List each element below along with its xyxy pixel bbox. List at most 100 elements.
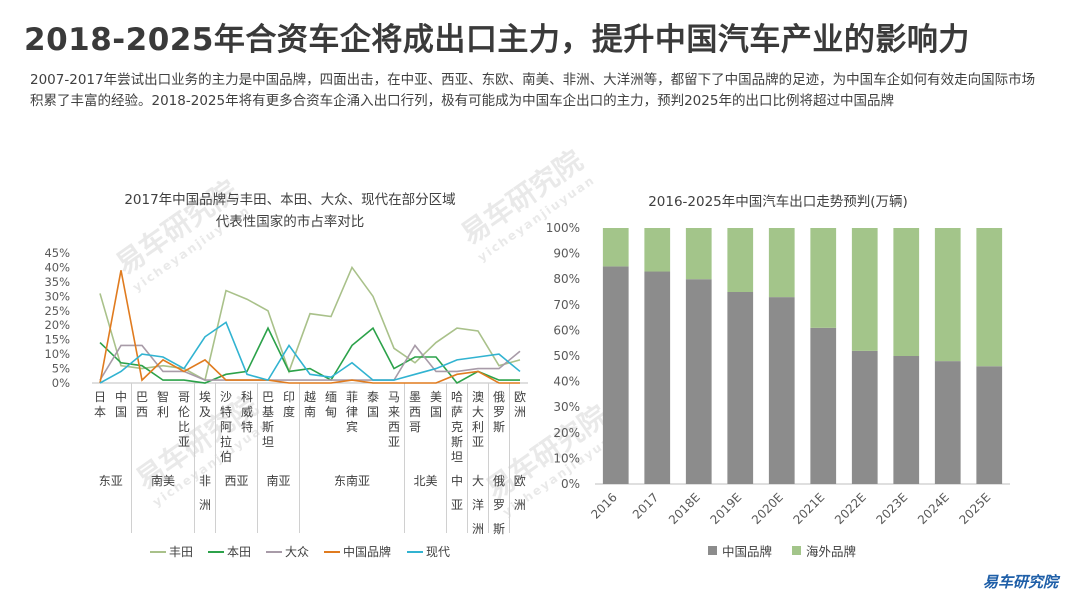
series-line-现代 — [99, 321, 521, 384]
x-tick-label: 越南 — [304, 390, 316, 419]
legend-label: 大众 — [285, 545, 309, 559]
x-tick-label: 墨西哥 — [409, 390, 421, 434]
legend-label: 中国品牌 — [722, 544, 772, 559]
region-label: 大洋洲 — [472, 474, 484, 536]
x-tick-label: 马来西亚 — [388, 390, 400, 449]
x-tick-label: 2018E — [666, 490, 703, 527]
bar-海外品牌 — [934, 228, 961, 362]
x-tick-label: 俄罗斯 — [493, 390, 505, 434]
bar-中国品牌 — [934, 361, 961, 484]
bar-中国品牌 — [768, 297, 795, 484]
series-line-大众 — [99, 344, 521, 381]
y-tick-label: 90% — [553, 247, 580, 261]
x-tick-label: 中国 — [115, 389, 127, 419]
region-label: 南美 — [151, 473, 175, 488]
region-label: 欧洲 — [514, 474, 526, 512]
x-tick-label: 哈萨克斯坦 — [451, 390, 463, 464]
region-label: 东南亚 — [334, 473, 370, 488]
x-tick-label: 2025E — [957, 490, 994, 527]
legend-label: 中国品牌 — [343, 544, 391, 559]
x-tick-label: 2022E — [832, 490, 869, 527]
region-label: 北美 — [413, 474, 437, 488]
y-tick-label: 30% — [553, 400, 580, 414]
bar-海外品牌 — [685, 228, 712, 280]
y-tick-label: 80% — [553, 272, 580, 286]
brand-logo: 易车研究院 — [982, 573, 1058, 591]
region-label: 俄罗斯 — [493, 474, 505, 536]
x-tick-label: 欧洲 — [514, 390, 526, 419]
chart-title: 2016-2025年中国汽车出口走势预判(万辆) — [648, 193, 908, 210]
chart-title: 2017年中国品牌与丰田、本田、大众、现代在部分区域 — [124, 191, 455, 208]
y-tick-label: 40% — [553, 375, 580, 389]
y-tick-label: 30% — [44, 289, 70, 303]
x-tick-label: 日本 — [94, 390, 106, 419]
x-tick-label: 巴西 — [136, 390, 148, 419]
y-tick-label: 35% — [44, 275, 70, 289]
x-tick-label: 巴基斯坦 — [262, 390, 274, 449]
bar-海外品牌 — [810, 228, 837, 328]
x-tick-label: 智利 — [157, 389, 169, 419]
series-line-中国品牌 — [99, 270, 520, 384]
chart-title: 代表性国家的市占率对比 — [216, 213, 365, 230]
x-tick-label: 2017 — [630, 490, 661, 521]
page-title: 2018-2025年合资车企将成出口主力，提升中国汽车产业的影响力 — [24, 22, 970, 58]
x-tick-label: 缅甸 — [325, 390, 337, 419]
y-tick-label: 40% — [44, 260, 70, 274]
y-tick-label: 60% — [553, 323, 580, 337]
y-tick-label: 25% — [44, 304, 70, 318]
bar-海外品牌 — [727, 228, 754, 292]
x-tick-label: 印度 — [283, 390, 295, 419]
y-tick-label: 70% — [553, 298, 580, 312]
region-label: 中亚 — [451, 473, 463, 512]
bar-海外品牌 — [976, 228, 1003, 367]
legend-label: 现代 — [426, 545, 450, 559]
legend-label: 丰田 — [169, 545, 193, 559]
y-tick-label: 10% — [44, 347, 70, 361]
x-tick-label: 2024E — [915, 490, 952, 527]
x-tick-label: 2019E — [708, 490, 745, 527]
series-line-丰田 — [99, 265, 521, 382]
series-line-本田 — [99, 326, 520, 385]
region-label: 非洲 — [199, 474, 211, 512]
x-tick-label: 美国 — [430, 390, 442, 419]
bar-中国品牌 — [810, 327, 837, 484]
legend-swatch — [708, 546, 717, 555]
x-tick-label: 2023E — [874, 490, 911, 527]
export-stacked-bar-chart: 2016-2025年中国汽车出口走势预判(万辆) 0% 10% 20% 30% 40% 50… — [546, 193, 1010, 559]
y-tick-label: 5% — [52, 362, 70, 376]
y-tick-label: 0% — [52, 376, 70, 390]
region-label: 西亚 — [224, 474, 248, 488]
page-description: 2007-2017年尝试出口业务的主力是中国品牌，四面出击，在中亚、西亚、东欧、… — [30, 72, 1036, 109]
x-tick-label: 埃及 — [199, 390, 211, 419]
y-tick-label: 100% — [546, 221, 580, 235]
legend-label: 海外品牌 — [806, 544, 856, 559]
y-tick-label: 0% — [561, 477, 580, 491]
bar-中国品牌 — [851, 350, 878, 484]
bar-中国品牌 — [893, 356, 920, 484]
y-tick-label: 45% — [44, 246, 70, 260]
y-tick-label: 10% — [553, 451, 580, 465]
bar-中国品牌 — [602, 266, 629, 484]
bar-海外品牌 — [644, 228, 671, 272]
y-tick-label: 50% — [553, 349, 580, 363]
y-tick-label: 15% — [44, 333, 70, 347]
x-tick-label: 2021E — [791, 490, 828, 527]
x-tick-label: 泰国 — [367, 390, 379, 419]
region-label: 南亚 — [266, 473, 290, 488]
bar-海外品牌 — [602, 228, 629, 267]
legend-label: 本田 — [227, 545, 251, 559]
bar-中国品牌 — [644, 271, 671, 484]
bar-海外品牌 — [768, 228, 795, 298]
x-tick-label: 澳大利亚 — [472, 390, 484, 449]
legend-swatch — [792, 546, 801, 555]
y-tick-label: 20% — [553, 426, 580, 440]
bar-海外品牌 — [893, 228, 920, 356]
region-label: 东亚 — [99, 474, 123, 488]
y-tick-label: 20% — [44, 318, 70, 332]
bar-中国品牌 — [976, 366, 1003, 484]
x-tick-label: 2020E — [749, 490, 786, 527]
x-tick-label: 菲律宾 — [346, 390, 358, 434]
bar-中国品牌 — [727, 292, 754, 484]
bar-中国品牌 — [685, 279, 712, 484]
